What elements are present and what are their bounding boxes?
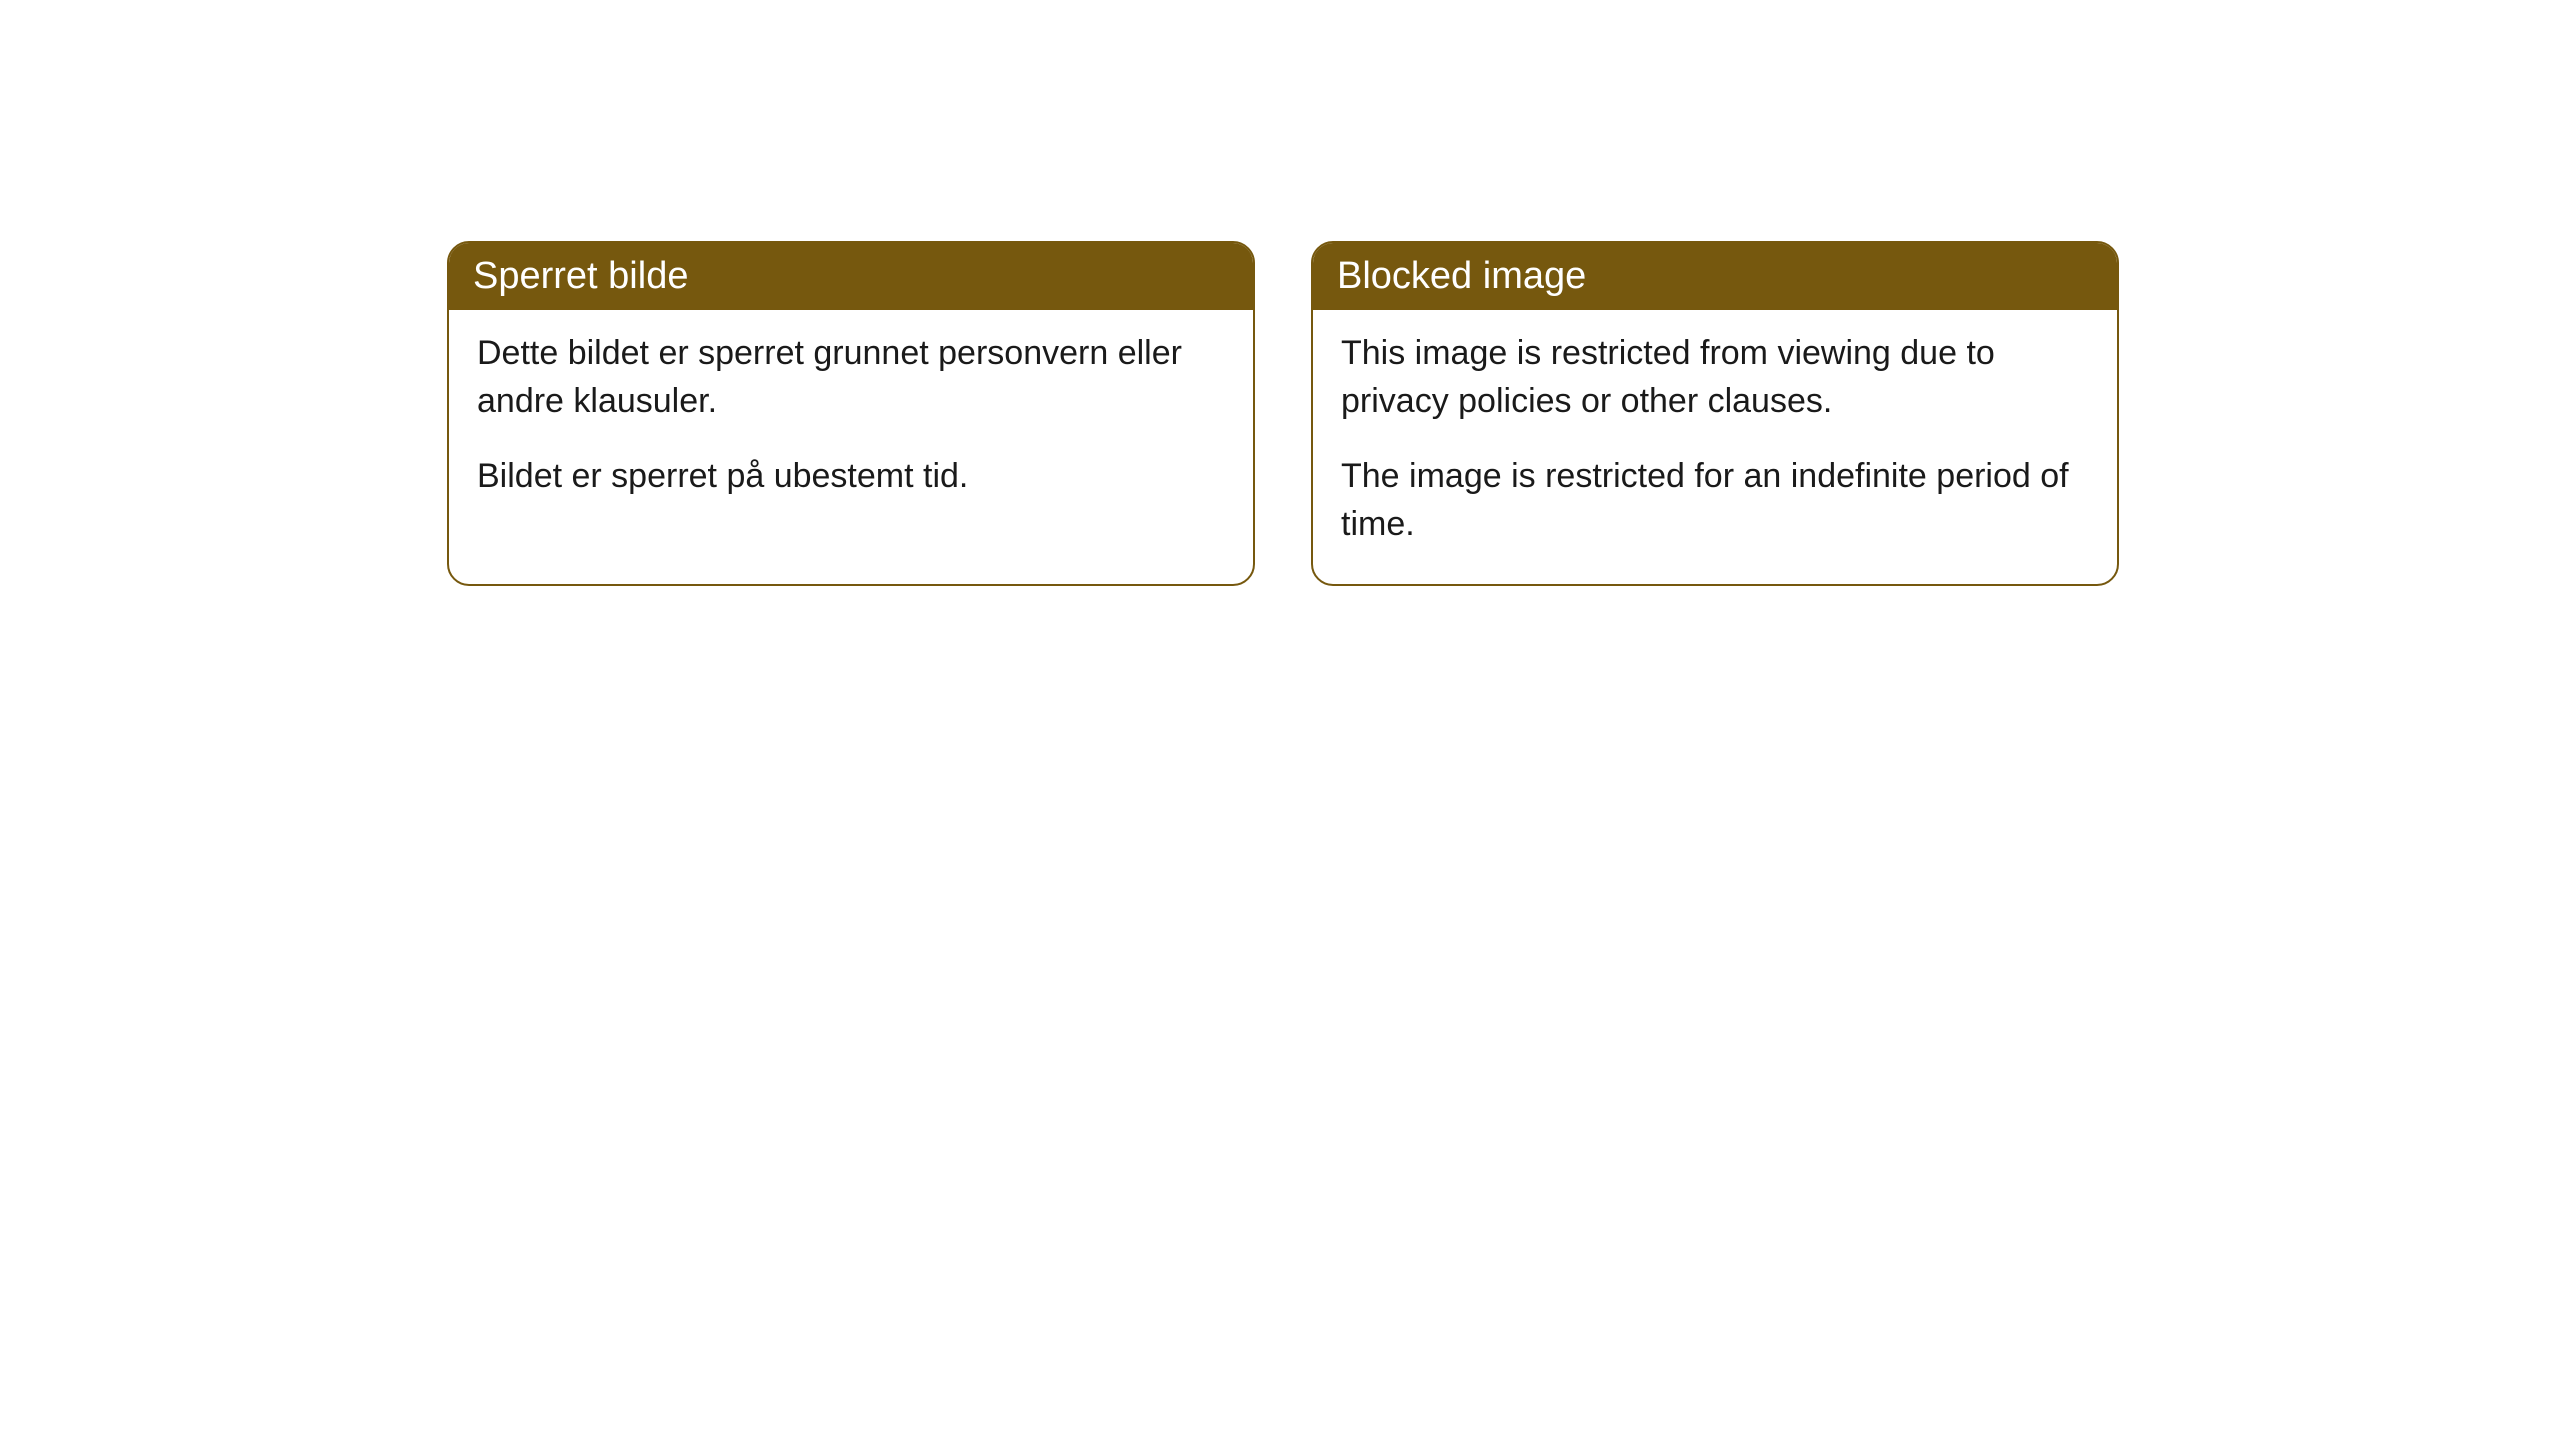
blocked-image-cards: Sperret bilde Dette bildet er sperret gr… xyxy=(447,241,2119,586)
card-body-english: This image is restricted from viewing du… xyxy=(1313,310,2117,584)
card-paragraph: Dette bildet er sperret grunnet personve… xyxy=(477,330,1225,425)
card-body-norwegian: Dette bildet er sperret grunnet personve… xyxy=(449,310,1253,537)
card-header-english: Blocked image xyxy=(1313,243,2117,310)
card-header-norwegian: Sperret bilde xyxy=(449,243,1253,310)
card-paragraph: This image is restricted from viewing du… xyxy=(1341,330,2089,425)
card-title: Sperret bilde xyxy=(473,255,688,297)
card-paragraph: The image is restricted for an indefinit… xyxy=(1341,453,2089,548)
card-paragraph: Bildet er sperret på ubestemt tid. xyxy=(477,453,1225,501)
blocked-image-card-norwegian: Sperret bilde Dette bildet er sperret gr… xyxy=(447,241,1255,586)
blocked-image-card-english: Blocked image This image is restricted f… xyxy=(1311,241,2119,586)
card-title: Blocked image xyxy=(1337,255,1586,297)
